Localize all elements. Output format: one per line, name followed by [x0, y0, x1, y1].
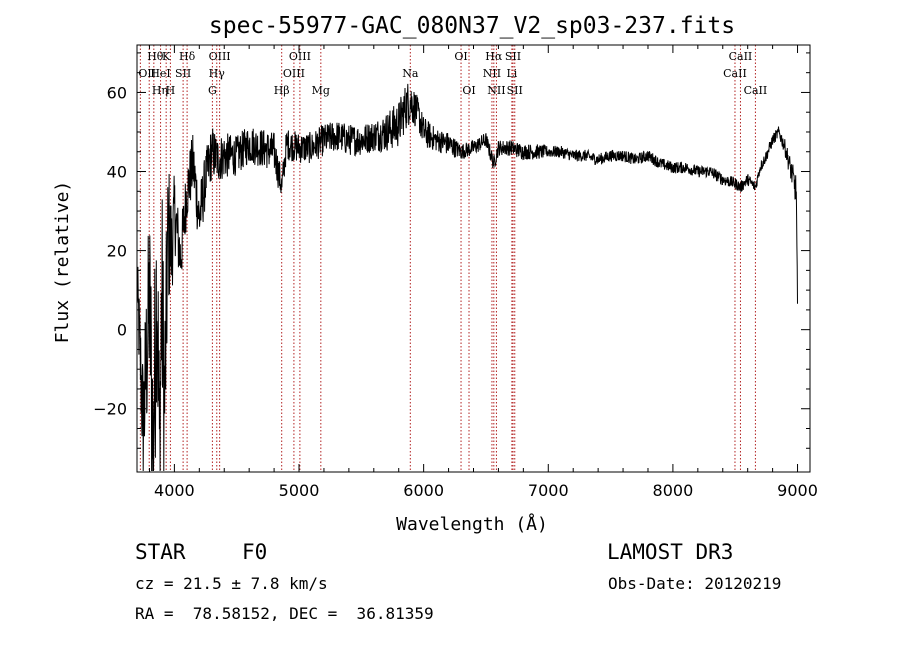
y-tick-label: 0 — [117, 321, 127, 340]
line-label-5: H — [166, 84, 176, 97]
line-label-14: Mg — [312, 84, 330, 97]
line-label-7: SII — [175, 67, 191, 80]
y-tick-label: 40 — [107, 163, 127, 182]
line-label-11: Hβ — [274, 84, 290, 97]
line-label-1: OII — [138, 67, 156, 80]
line-label-9: Hγ — [209, 67, 226, 80]
object-subclass: F0 — [242, 540, 268, 564]
spectrum-series — [136, 83, 798, 472]
x-tick-label: 6000 — [403, 481, 444, 500]
axis-ticks: 4000 5000 6000 7000 8000 9000 −20 0 20 40 60 — [93, 45, 818, 500]
y-tick-label: 60 — [107, 83, 127, 102]
x-tick-label: 5000 — [279, 481, 320, 500]
line-label-20: NII — [487, 84, 505, 97]
plot-frame — [136, 44, 811, 473]
line-label-2: Hη — [152, 84, 168, 97]
y-tick-label: 20 — [107, 242, 127, 261]
line-label-6: Hδ — [179, 50, 196, 63]
line-label-12: OIII — [289, 50, 311, 63]
line-label-0: Hθ — [147, 50, 164, 63]
line-label-24: CaII — [729, 50, 753, 63]
coordinates-readout: RA = 78.58152, DEC = 36.81359 — [135, 604, 434, 623]
line-label-22: Li — [506, 67, 517, 80]
line-label-26: CaII — [744, 84, 768, 97]
x-tick-label: 7000 — [528, 481, 569, 500]
line-label-15: Na — [402, 67, 419, 80]
x-axis-label: Wavelength (Å) — [396, 513, 548, 535]
line-label-3: K — [162, 50, 171, 63]
line-label-8: OIII — [209, 50, 231, 63]
line-label-16: OI — [454, 50, 467, 63]
y-axis-label: Flux (relative) — [52, 181, 73, 344]
line-label-13: OIII — [283, 67, 305, 80]
line-label-18: Hα — [485, 50, 503, 63]
spectral-line-markers — [139, 45, 756, 472]
line-label-25: CaII — [723, 67, 747, 80]
line-label-21: SII — [505, 50, 521, 63]
line-label-23: SII — [507, 84, 523, 97]
redshift-readout: cz = 21.5 ± 7.8 km/s — [135, 574, 328, 593]
line-label-10: G — [208, 84, 217, 97]
object-class: STAR — [135, 540, 186, 564]
spectral-line-labels: Hθ OII Hη K HeI H Hδ SII OIII Hγ G Hβ OIII OIII Mg Na OI… — [138, 50, 767, 97]
spectrum-line — [136, 83, 798, 472]
x-tick-label: 9000 — [777, 481, 818, 500]
observation-date: Obs-Date: 20120219 — [608, 574, 782, 593]
chart-title: spec-55977-GAC_080N37_V2_sp03-237.fits — [209, 13, 735, 39]
x-tick-label: 8000 — [653, 481, 694, 500]
line-label-17: OI — [462, 84, 475, 97]
survey-name: LAMOST DR3 — [607, 540, 734, 564]
line-label-19: NII — [483, 67, 501, 80]
line-label-4: HeI — [150, 67, 170, 80]
x-tick-label: 4000 — [154, 481, 195, 500]
y-tick-label: −20 — [93, 400, 127, 419]
